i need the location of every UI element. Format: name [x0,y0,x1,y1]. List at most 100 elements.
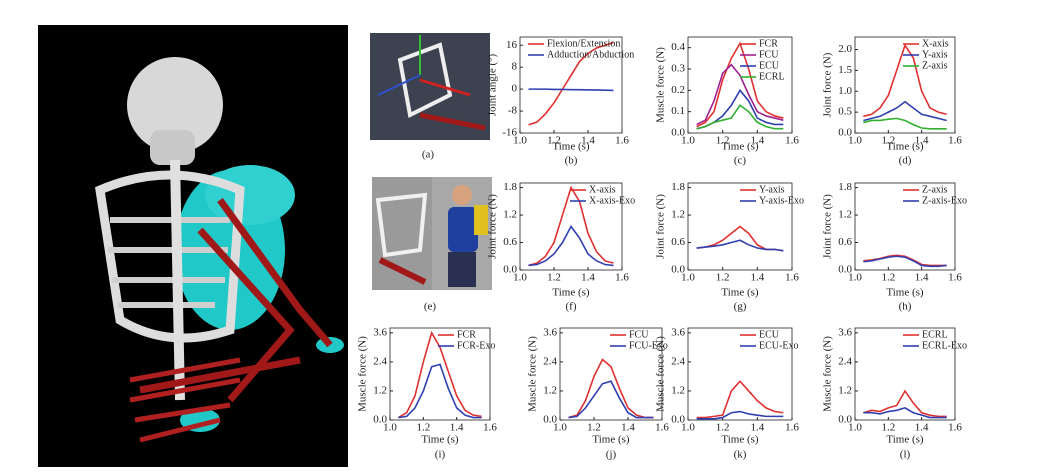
x-axis-label: Time (s) [552,287,590,299]
x-tick-label: 1.2 [416,422,430,434]
x-tick-label: 1.0 [513,135,527,147]
legend-label: FCU [759,49,779,60]
x-tick-label: 1.4 [915,272,929,284]
plot-frame [519,182,623,271]
x-tick-label: 1.0 [513,272,527,284]
x-tick-label: 1.0 [848,272,862,284]
legend-label: ECRL [922,329,948,340]
legend-label: Z-axis [922,184,948,195]
y-axis-label: Joint force (N) [487,194,499,259]
y-tick-label: 1.8 [671,181,685,193]
x-tick-label: 1.6 [948,135,962,147]
legend-label: ECU-Exo [759,340,798,351]
y-tick-label: 0.0 [838,127,852,139]
x-tick-label: 1.2 [547,272,561,284]
y-tick-label: 0.2 [671,84,685,96]
legend-label: Flexion/Extension [547,38,620,49]
y-tick-label: 0.4 [671,41,685,53]
legend-label: Z-axis [922,60,948,71]
legend-label: X-axis [922,38,949,49]
plot-frame [687,36,793,134]
legend-label: X-axis [589,184,616,195]
x-tick-label: 1.6 [655,422,669,434]
x-tick-label: 1.4 [750,422,764,434]
legend-label: Y-axis [922,49,948,60]
y-tick-label: 0.5 [838,106,852,118]
series-line [528,41,614,126]
y-tick-label: 0.0 [671,414,685,426]
legend-label: ECRL-Exo [922,340,967,351]
y-tick-label: 0.0 [373,414,387,426]
y-tick-label: -8 [508,105,518,117]
legend-label: FCR [759,38,778,49]
series-line [696,104,784,130]
y-axis-label: Joint force (N) [822,194,834,259]
y-tick-label: 1.2 [838,384,852,396]
y-tick-label: 0 [512,83,518,95]
y-tick-label: 0.0 [838,264,852,276]
y-axis-label: Muscle force (N) [822,336,834,412]
series-line [528,88,614,92]
y-axis-label: Muscle force (N) [655,47,667,123]
series-line [568,380,654,419]
x-axis-label: Time (s) [886,434,924,446]
x-tick-label: 1.6 [615,135,629,147]
x-tick-label: 1.6 [785,135,799,147]
plot-frame [854,182,956,271]
y-tick-label: 2.4 [838,355,852,367]
y-tick-label: 2.4 [373,355,387,367]
y-tick-label: 0.0 [671,127,685,139]
x-tick-label: 1.6 [785,422,799,434]
x-tick-label: 1.6 [948,422,962,434]
x-axis-label: Time (s) [592,434,630,446]
series-line [397,330,482,419]
line-chart: 1.0 1.2 1.4 1.6 0.0 0.6 1.2 1.8 Time (s) Joint fo… [487,181,636,312]
line-chart: 1.0 1.2 1.4 1.6 0.0 0.6 1.2 1.8 Time (s) Joint fo… [655,181,804,312]
x-axis-label: Time (s) [886,287,924,299]
line-chart: 1.0 1.2 1.4 1.6 -16 -8 0 8 16 Time (s) Joint angle… [487,36,634,167]
y-tick-label: 2.4 [671,355,685,367]
series-line [696,410,784,420]
y-tick-label: 1.5 [838,64,852,76]
y-axis-label: Muscle force (N) [655,336,667,412]
y-tick-label: 3.6 [838,326,852,338]
legend-label: X-axis-Exo [589,195,635,206]
series-line [863,43,947,118]
y-tick-label: 3.6 [543,326,557,338]
x-tick-label: 1.0 [681,422,695,434]
y-tick-label: 2.0 [838,43,852,55]
panel-caption: (f) [566,301,577,313]
x-tick-label: 1.0 [681,135,695,147]
panel-caption: (e) [424,301,437,313]
x-axis-label: Time (s) [552,141,590,153]
x-tick-label: 1.0 [848,422,862,434]
x-tick-label: 1.4 [450,422,464,434]
legend-label: FCR-Exo [457,340,495,351]
legend-label: FCU-Exo [629,340,668,351]
panel-caption: (d) [899,155,912,167]
plot-frame [559,327,663,421]
series-line [528,185,614,267]
y-axis-label: Joint force (N) [655,194,667,259]
y-tick-label: 0.0 [671,264,685,276]
y-tick-label: 1.2 [543,384,557,396]
x-tick-label: 1.2 [716,135,730,147]
x-tick-label: 1.2 [547,135,561,147]
x-tick-label: 1.0 [848,135,862,147]
panel-caption: (b) [565,155,578,167]
y-tick-label: 1.2 [671,384,685,396]
series-line [863,407,947,419]
series-line [863,389,947,418]
x-tick-label: 1.4 [750,135,764,147]
plot-frame [519,36,623,134]
x-tick-label: 1.4 [581,272,595,284]
series-line [696,380,784,419]
x-tick-label: 1.4 [915,135,929,147]
series-line [568,358,654,419]
plot-frame [687,327,793,421]
x-axis-label: Time (s) [721,287,759,299]
y-tick-label: 0.0 [503,264,517,276]
